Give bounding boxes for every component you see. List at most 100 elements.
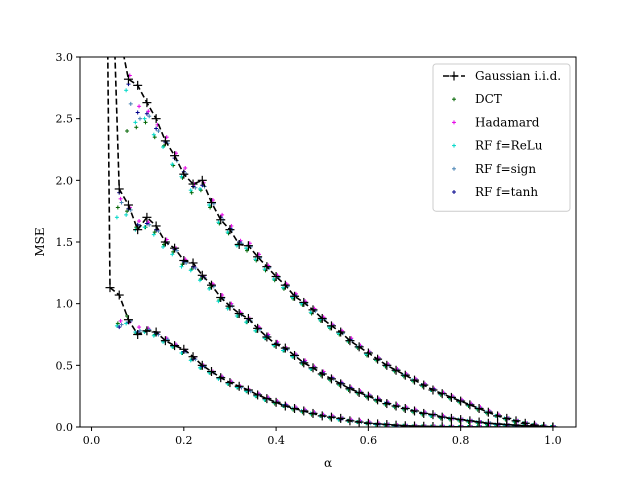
data-point xyxy=(419,380,429,390)
data-point xyxy=(456,425,461,427)
data-point xyxy=(151,221,161,231)
data-point xyxy=(483,407,493,417)
data-point xyxy=(197,278,202,283)
legend-item: RF f=sign xyxy=(452,162,536,176)
data-point xyxy=(493,411,503,421)
data-point xyxy=(216,373,226,383)
data-point xyxy=(262,267,267,272)
data-point xyxy=(290,291,300,301)
data-point xyxy=(179,169,189,179)
data-point xyxy=(234,309,244,319)
data-point xyxy=(160,136,170,146)
data-point xyxy=(142,225,147,230)
data-point xyxy=(105,283,115,293)
data-point xyxy=(206,280,216,290)
data-point xyxy=(151,114,161,124)
data-point xyxy=(183,166,188,170)
y-tick-label: 1.5 xyxy=(56,236,74,249)
data-point xyxy=(207,286,212,291)
data-point xyxy=(363,348,373,358)
data-point xyxy=(152,135,157,140)
data-point xyxy=(502,413,512,423)
data-point xyxy=(354,417,364,427)
data-point xyxy=(391,420,401,427)
data-point xyxy=(143,120,148,125)
data-point xyxy=(474,425,479,427)
data-point xyxy=(262,332,272,342)
data-point xyxy=(115,321,120,326)
series-gaussian-i-i-d- xyxy=(105,57,558,427)
x-tick-label: 0.4 xyxy=(267,434,285,447)
data-point xyxy=(151,132,156,137)
data-point xyxy=(382,399,392,409)
y-tick-label: 2.5 xyxy=(56,113,74,126)
data-point xyxy=(446,392,456,402)
data-point xyxy=(488,425,493,427)
data-point xyxy=(170,252,175,257)
data-point xyxy=(271,339,281,349)
data-point xyxy=(336,327,346,337)
data-point xyxy=(243,241,253,251)
data-point xyxy=(114,215,119,220)
y-tick-label: 3.0 xyxy=(56,51,74,64)
data-point xyxy=(373,395,383,405)
data-point xyxy=(188,268,193,273)
data-point xyxy=(281,285,286,290)
data-point xyxy=(124,212,129,217)
data-point xyxy=(539,421,549,427)
data-point xyxy=(391,401,401,411)
data-point xyxy=(146,109,151,114)
data-point xyxy=(460,425,465,427)
data-point xyxy=(124,88,129,93)
x-tick-label: 0.6 xyxy=(360,434,378,447)
data-point xyxy=(151,333,156,338)
x-tick-label: 0.2 xyxy=(175,434,193,447)
data-point xyxy=(170,243,180,253)
data-point xyxy=(529,420,539,427)
data-point xyxy=(475,425,480,427)
data-point xyxy=(299,358,309,368)
data-point xyxy=(243,313,253,323)
data-point xyxy=(133,80,143,90)
data-point xyxy=(326,321,336,331)
data-point xyxy=(197,365,202,370)
data-point xyxy=(147,114,152,119)
data-point xyxy=(363,418,373,427)
data-point xyxy=(161,145,166,150)
data-point xyxy=(188,352,198,362)
x-tick-label: 1.0 xyxy=(544,434,562,447)
data-point xyxy=(188,188,193,193)
data-point xyxy=(271,277,276,281)
data-point xyxy=(520,418,530,427)
data-point xyxy=(382,360,392,370)
data-point xyxy=(428,410,438,420)
plot-area xyxy=(105,57,558,427)
data-point xyxy=(118,196,123,201)
data-point xyxy=(142,326,152,336)
data-point xyxy=(428,385,438,395)
data-point xyxy=(144,111,149,116)
data-point xyxy=(474,417,484,427)
legend-label: RF f=sign xyxy=(475,162,536,176)
data-point xyxy=(511,416,521,426)
data-point xyxy=(382,420,392,427)
data-point xyxy=(271,272,281,282)
data-point xyxy=(234,381,244,391)
legend-frame xyxy=(432,63,571,212)
y-tick-label: 1.0 xyxy=(56,298,74,311)
data-point xyxy=(170,151,180,161)
legend-label: RF f=ReLu xyxy=(475,139,543,153)
data-point xyxy=(253,323,263,333)
legend-marker xyxy=(452,190,456,194)
data-point xyxy=(244,246,249,251)
data-point xyxy=(115,205,120,210)
data-point xyxy=(280,280,290,290)
data-point xyxy=(142,116,147,121)
legend-item: DCT xyxy=(452,92,502,106)
y-tick-label: 0.5 xyxy=(56,359,74,372)
data-point xyxy=(345,336,355,346)
data-point xyxy=(479,425,484,427)
legend: Gaussian i.i.d. DCT Hadamard RF f=ReLu RF f=… xyxy=(432,63,571,212)
data-point xyxy=(549,425,554,427)
